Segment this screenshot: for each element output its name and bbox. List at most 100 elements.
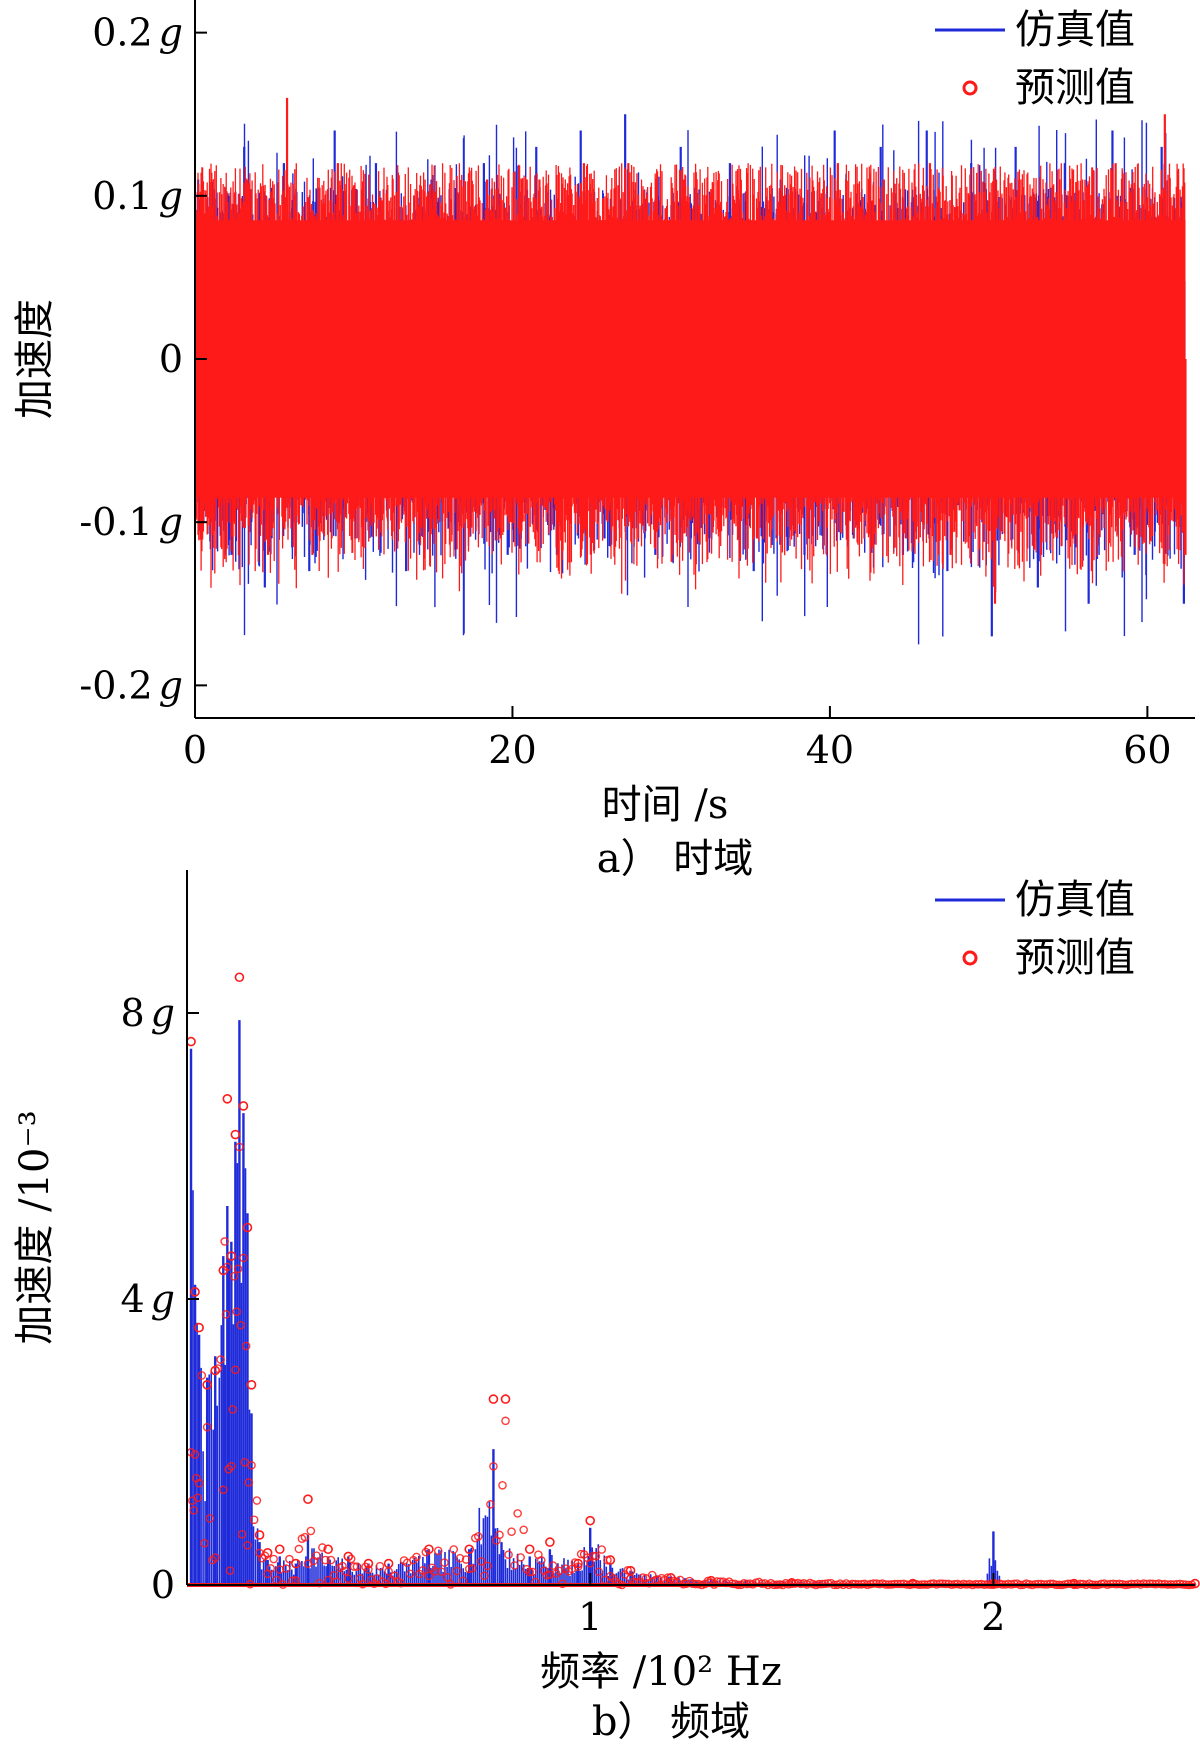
panel-a-x-label: 时间 /s (602, 782, 729, 828)
panel-b-red-peak-point (230, 1129, 241, 1140)
panel-b-red-peak-point (254, 1530, 265, 1540)
panel-b-red-point (190, 1450, 200, 1459)
panel-b-red-point (412, 1552, 421, 1562)
panel-b-red-point (510, 1561, 519, 1570)
panel-b-red-point (266, 1564, 275, 1573)
panel-b-red-point (504, 1550, 513, 1559)
panel-b-red-peak-point (190, 1287, 200, 1297)
panel-b-red-point (443, 1572, 452, 1582)
panel-b-red-point (233, 1264, 243, 1274)
panel-b-red-peak-point (274, 1544, 285, 1555)
panel-b-red-peak-point (625, 1565, 636, 1576)
panel-b-red-point (244, 1478, 254, 1487)
panel-b-red-point (467, 1564, 477, 1573)
panel-a-legend-label: 仿真值 (1015, 7, 1135, 53)
panel-b-red-point (585, 1559, 595, 1568)
panel-a-y-tick-label: 0.1 g (92, 174, 183, 218)
panel-b-red-point (483, 1561, 492, 1571)
panel-b-red-peak-point (323, 1544, 333, 1555)
panel-b-red-peak-point (194, 1322, 204, 1333)
panel-b-red-point (489, 1462, 498, 1471)
panel-b-red-point (341, 1566, 350, 1576)
panel-a-x-tick-label: 40 (806, 728, 854, 772)
panel-b-red-peak-point (545, 1537, 555, 1547)
panel-b-red-point (232, 1307, 242, 1316)
panel-b-red-peak-point (605, 1555, 616, 1565)
panel-b-x-tick-label: 2 (981, 1595, 1005, 1639)
panel-b-red-point (375, 1561, 385, 1571)
panel-b-red-point (545, 1570, 555, 1579)
panel-b-x-label: 频率 /10² Hz (540, 1649, 782, 1695)
panel-b-red-point (294, 1544, 304, 1554)
panel-b-red-peak-point (291, 1558, 301, 1569)
panel-b-red-point (225, 1566, 235, 1575)
panel-b-y-label: 加速度 /10⁻³ (12, 1110, 58, 1344)
panel-b-red-point (318, 1543, 327, 1552)
panel-b-red-point (421, 1547, 431, 1557)
panel-b-red-peak-point (303, 1494, 313, 1504)
panel-b-red-point (597, 1545, 607, 1554)
panel-b-red-point (519, 1525, 528, 1535)
panel-b-red-peak-point (218, 1265, 229, 1276)
panel-b-red-peak-point (202, 1380, 212, 1390)
panel-b-red-peak-point (226, 1251, 237, 1261)
panel-a-y-tick-label: -0.2 g (79, 663, 183, 707)
panel-b-red-point (213, 1364, 223, 1373)
panel-b-red-point (312, 1551, 321, 1560)
panel-b-caption: b） 频域 (592, 1699, 750, 1745)
panel-b-red-peak-point (246, 1380, 257, 1390)
panel-b-red-peak-point (343, 1551, 354, 1562)
panel-b-red-point (257, 1553, 267, 1563)
panel-b-red-point (320, 1555, 330, 1565)
panel-b-red-point (528, 1567, 537, 1577)
panel-b-red-point (513, 1509, 522, 1518)
panel-b-red-point (235, 1142, 244, 1152)
panel-b-red-point (437, 1567, 446, 1576)
panel-a-x-tick-label: 0 (183, 728, 207, 772)
panel-b-y-tick-label: 0 (151, 1563, 175, 1607)
panel-b-red-point (548, 1561, 558, 1570)
panel-b-red-peak-point (363, 1558, 374, 1569)
panel-b-red-point (269, 1554, 278, 1564)
panel-b-red-point (349, 1562, 359, 1571)
panel-b-red-point (424, 1571, 434, 1581)
panel-b-red-point (202, 1422, 212, 1432)
panel-b-red-point (197, 1371, 207, 1380)
panel-b-red-point (433, 1546, 443, 1556)
panel-b-red-peak-point (383, 1558, 394, 1569)
panel-b-legend-label: 预测值 (1015, 935, 1135, 981)
panel-b-red-point (364, 1565, 373, 1574)
panel-b-red-point (449, 1545, 459, 1554)
panel-b-red-point (352, 1562, 362, 1571)
panel-b-red-peak-point (424, 1544, 434, 1555)
panel-b-red-point (464, 1564, 474, 1574)
panel-b-red-peak-point (585, 1515, 596, 1526)
panel-b-red-point (227, 1461, 236, 1471)
panel-b-red-peak-point (186, 1036, 196, 1047)
panel-b-red-point (461, 1555, 471, 1564)
panel-b-red-point (430, 1567, 440, 1576)
panel-b-red-point (474, 1532, 483, 1541)
panel-a-y-tick-label: 0.2 g (92, 11, 183, 55)
panel-b-red-point (205, 1514, 215, 1523)
panel-b-red-peak-point (500, 1394, 511, 1404)
panel-b-red-point (501, 1416, 510, 1426)
panel-b-red-point (477, 1557, 486, 1566)
panel-b-red-point (216, 1355, 225, 1364)
panel-b-red-peak-point (234, 972, 245, 983)
panel-b-red-point (239, 1253, 248, 1263)
panel-b-red-point (200, 1538, 209, 1548)
panel-b-red-point (247, 1461, 256, 1470)
panel-b-red-peak-point (210, 1365, 221, 1376)
panel-b-red-point (418, 1565, 428, 1575)
panel-a-y-tick-label: 0 (159, 337, 183, 381)
panel-a-x-tick-label: 20 (488, 728, 536, 772)
panel-b-red-point (486, 1500, 495, 1509)
panel-b-red-point (440, 1558, 449, 1567)
panel-b-red-point (594, 1567, 604, 1577)
panel-a-y-tick-label: -0.1 g (79, 500, 183, 544)
panel-b-red-point (516, 1553, 525, 1562)
panel-b-series-blue (190, 1081, 1194, 1585)
